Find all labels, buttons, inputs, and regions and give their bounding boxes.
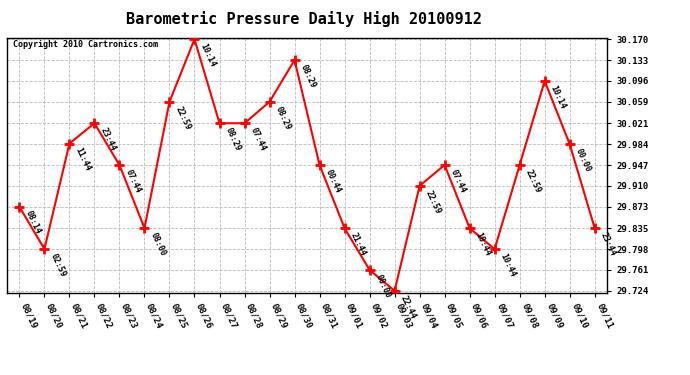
- Text: 21:44: 21:44: [348, 231, 368, 257]
- Text: 22:59: 22:59: [424, 189, 442, 215]
- Text: 08:14: 08:14: [23, 210, 42, 236]
- Text: 23:44: 23:44: [599, 231, 618, 257]
- Text: 07:44: 07:44: [448, 168, 468, 194]
- Text: 11:44: 11:44: [74, 146, 92, 173]
- Text: 07:44: 07:44: [248, 126, 268, 153]
- Text: 22:44: 22:44: [399, 294, 417, 320]
- Text: Copyright 2010 Cartronics.com: Copyright 2010 Cartronics.com: [13, 40, 158, 49]
- Text: Barometric Pressure Daily High 20100912: Barometric Pressure Daily High 20100912: [126, 11, 482, 27]
- Text: 08:29: 08:29: [274, 105, 293, 131]
- Text: 22:59: 22:59: [174, 105, 193, 131]
- Text: 10:44: 10:44: [499, 252, 518, 278]
- Text: 00:00: 00:00: [574, 147, 593, 173]
- Text: 00:44: 00:44: [324, 168, 342, 194]
- Text: 23:44: 23:44: [99, 126, 117, 153]
- Text: 08:29: 08:29: [299, 63, 317, 89]
- Text: 02:59: 02:59: [48, 252, 68, 278]
- Text: 07:44: 07:44: [124, 168, 142, 194]
- Text: 10:14: 10:14: [549, 84, 568, 110]
- Text: 08:00: 08:00: [148, 231, 168, 257]
- Text: 10:44: 10:44: [474, 231, 493, 257]
- Text: 22:59: 22:59: [524, 168, 542, 194]
- Text: 10:14: 10:14: [199, 42, 217, 68]
- Text: 08:29: 08:29: [224, 126, 242, 153]
- Text: 00:00: 00:00: [374, 273, 393, 299]
